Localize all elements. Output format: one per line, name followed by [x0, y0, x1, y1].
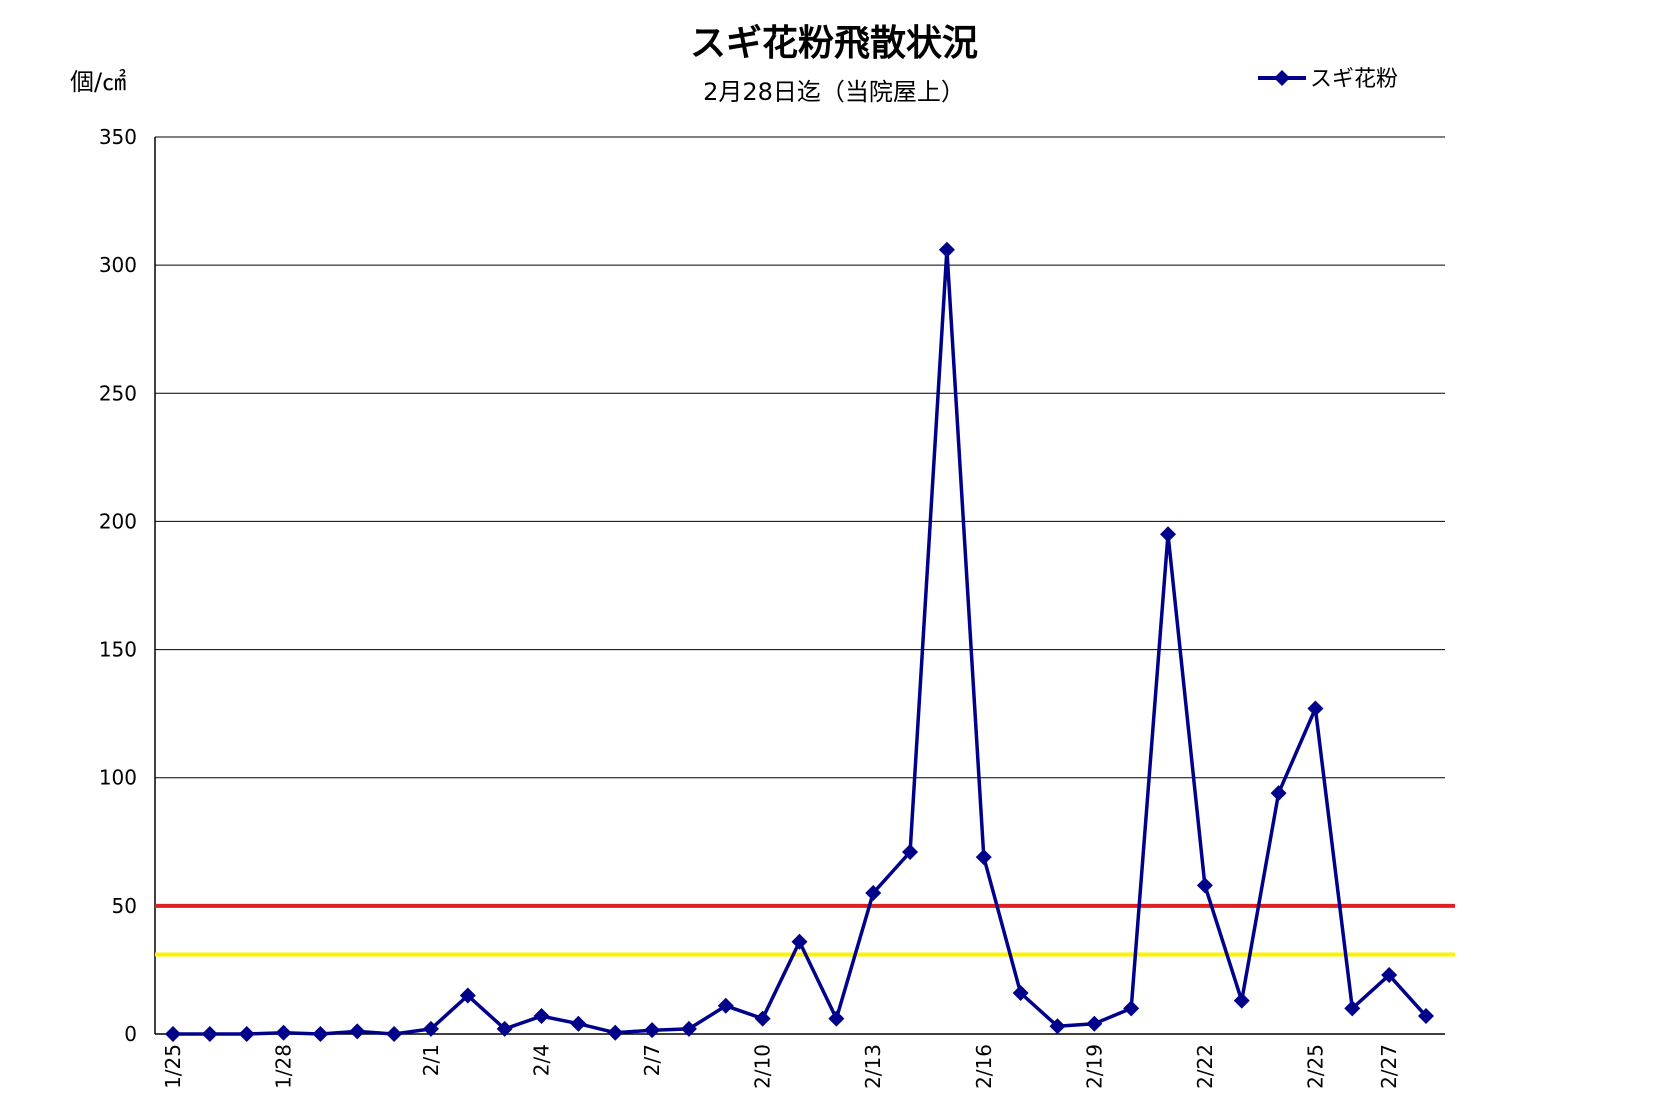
- data-point: [1307, 700, 1324, 717]
- x-tick-label: 1/28: [272, 1044, 296, 1089]
- data-point: [1086, 1015, 1103, 1032]
- data-point: [607, 1024, 624, 1041]
- chart-subtitle: 2月28日迄（当院屋上）: [703, 78, 965, 106]
- y-tick-label: 0: [124, 1022, 137, 1046]
- data-point: [644, 1022, 661, 1039]
- legend-diamond-marker: [1274, 70, 1290, 86]
- data-point: [496, 1020, 513, 1037]
- y-tick-label: 250: [99, 381, 137, 405]
- legend-label: スギ花粉: [1310, 67, 1398, 92]
- data-point: [1381, 967, 1398, 984]
- chart-title: スギ花粉飛散状況: [690, 23, 978, 64]
- y-tick-label: 50: [112, 894, 137, 918]
- reference-lines: [155, 903, 1455, 957]
- data-point: [1049, 1018, 1066, 1035]
- data-point: [975, 849, 992, 866]
- data-point: [754, 1010, 771, 1027]
- x-tick-label: 2/7: [640, 1044, 664, 1076]
- data-point: [1418, 1008, 1434, 1025]
- legend: スギ花粉: [1258, 67, 1398, 92]
- data-point: [570, 1015, 587, 1032]
- y-axis-unit-label: 個/㎠: [70, 68, 126, 96]
- y-tick-label: 200: [99, 509, 137, 533]
- data-point: [275, 1024, 292, 1041]
- data-point: [902, 844, 919, 861]
- data-point: [349, 1023, 366, 1040]
- data-point: [1196, 877, 1213, 894]
- y-axis-ticks: 0 50 100 150 200 250 300 350: [99, 125, 137, 1046]
- x-axis-ticks: 1/25 1/28 2/1 2/4 2/7 2/10 2/13 2/16 2/19 2/22 2/2…: [161, 1044, 1401, 1089]
- x-tick-label: 2/19: [1082, 1044, 1106, 1089]
- data-series: [165, 241, 1434, 1042]
- data-point: [1270, 785, 1287, 802]
- data-point: [201, 1026, 218, 1042]
- x-tick-label: 2/13: [861, 1044, 885, 1089]
- y-tick-label: 350: [99, 125, 137, 149]
- axes: [154, 137, 1445, 1035]
- x-tick-label: 2/4: [530, 1044, 554, 1076]
- data-point: [1233, 992, 1250, 1009]
- y-tick-label: 150: [99, 638, 137, 662]
- x-tick-label: 2/1: [419, 1044, 443, 1076]
- data-point: [459, 987, 476, 1004]
- data-point: [828, 1010, 845, 1027]
- data-point: [938, 241, 955, 258]
- data-point: [422, 1020, 439, 1037]
- data-point: [386, 1026, 403, 1042]
- gridlines: [155, 136, 1445, 907]
- x-tick-label: 2/27: [1377, 1044, 1401, 1089]
- data-point: [533, 1008, 550, 1025]
- data-point: [1012, 984, 1029, 1001]
- data-point: [312, 1026, 329, 1042]
- x-tick-label: 2/10: [751, 1044, 775, 1089]
- data-point: [1344, 1000, 1361, 1017]
- data-point: [238, 1026, 255, 1042]
- data-point: [1160, 526, 1177, 543]
- y-tick-label: 100: [99, 766, 137, 790]
- y-tick-label: 300: [99, 253, 137, 277]
- data-point: [1123, 1000, 1140, 1017]
- x-tick-label: 2/22: [1193, 1044, 1217, 1089]
- series-line: [173, 248, 1428, 1036]
- x-tick-label: 1/25: [161, 1044, 185, 1089]
- x-tick-label: 2/25: [1303, 1044, 1327, 1089]
- data-point: [865, 885, 882, 902]
- data-point: [717, 997, 734, 1014]
- x-tick-label: 2/16: [972, 1044, 996, 1089]
- data-point: [165, 1026, 181, 1042]
- data-point: [680, 1020, 697, 1037]
- data-point: [791, 933, 808, 950]
